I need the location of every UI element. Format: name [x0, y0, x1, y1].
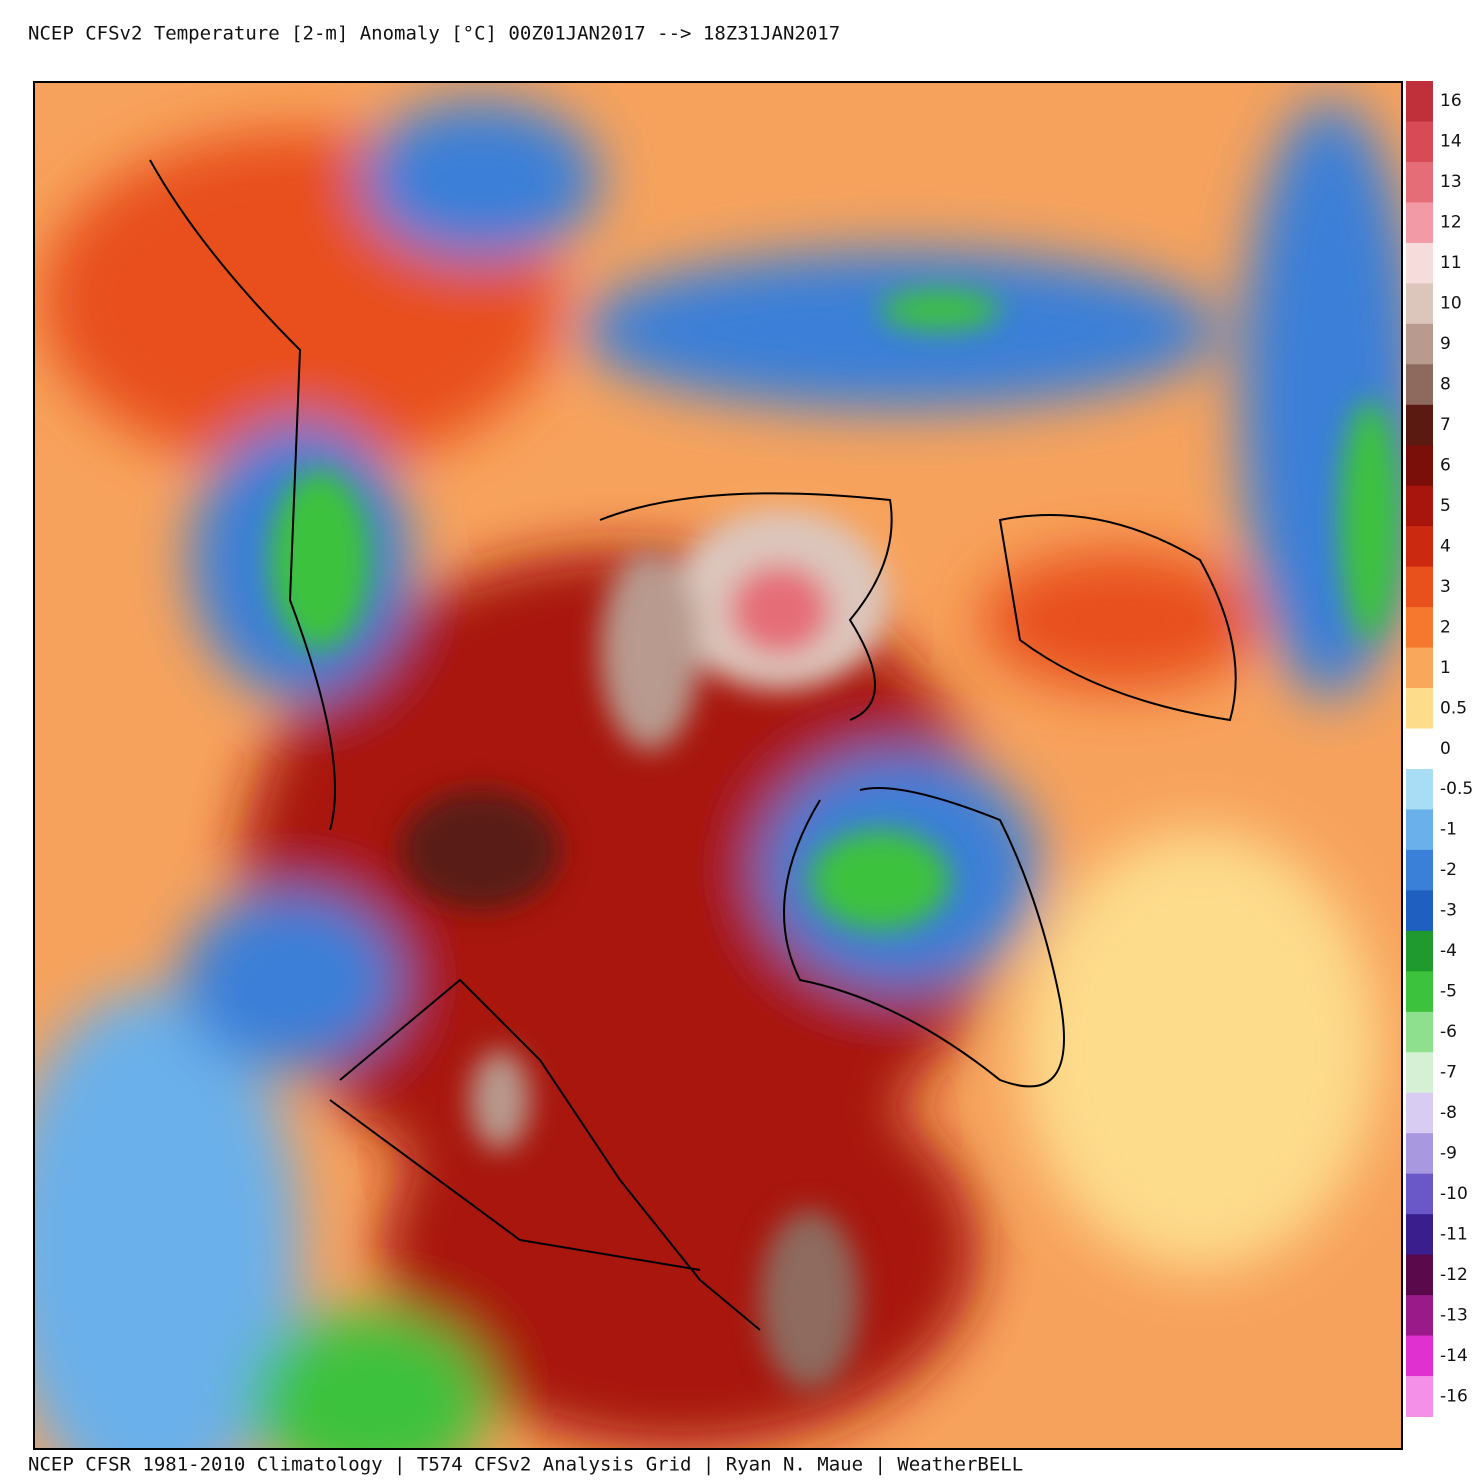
colorbar-segment [1406, 930, 1433, 972]
colorbar-segment [1406, 890, 1433, 932]
anomaly-map [34, 82, 1402, 1449]
colorbar-label: -12 [1440, 1265, 1468, 1285]
colorbar-label: -0.5 [1440, 779, 1473, 799]
colorbar-segment [1406, 1214, 1433, 1256]
colorbar-label: -4 [1440, 941, 1457, 961]
colorbar-segment [1406, 526, 1433, 568]
colorbar-segment [1406, 283, 1433, 325]
colorbar: 16 14 13 12 11 10 9 8 7 6 5 4 3 2 1 0.5 0 -0.5 -1 -2 -3 -4 -5 -… [1406, 81, 1473, 1418]
colorbar-label: 14 [1440, 132, 1462, 152]
colorbar-label: -11 [1440, 1224, 1468, 1244]
title: NCEP CFSv2 Temperature [2-m] Anomaly [°C… [28, 23, 840, 45]
colorbar-segment [1406, 728, 1433, 770]
colorbar-segment [1406, 202, 1433, 244]
colorbar-label: -14 [1440, 1346, 1468, 1366]
colorbar-label: -8 [1440, 1103, 1457, 1123]
colorbar-segment [1406, 1052, 1433, 1094]
colorbar-label: 0.5 [1440, 698, 1467, 718]
colorbar-segment [1406, 768, 1433, 810]
colorbar-label: -13 [1440, 1305, 1468, 1325]
colorbar-label: 7 [1440, 415, 1451, 435]
colorbar-segment [1406, 688, 1433, 730]
colorbar-label: 6 [1440, 455, 1451, 475]
footer: NCEP CFSR 1981-2010 Climatology | T574 C… [28, 1454, 1023, 1476]
colorbar-label: -9 [1440, 1143, 1457, 1163]
colorbar-segment [1406, 161, 1433, 203]
colorbar-label: -10 [1440, 1184, 1468, 1204]
colorbar-segment [1406, 121, 1433, 163]
colorbar-segment [1406, 1376, 1433, 1418]
colorbar-segment [1406, 607, 1433, 649]
colorbar-segment [1406, 445, 1433, 487]
colorbar-label: 13 [1440, 172, 1462, 192]
colorbar-label: 4 [1440, 536, 1451, 556]
colorbar-label: -7 [1440, 1063, 1457, 1083]
colorbar-segment [1406, 809, 1433, 851]
colorbar-label: 2 [1440, 617, 1451, 637]
colorbar-segment [1406, 404, 1433, 446]
map-frame [33, 81, 1403, 1450]
colorbar-label: 11 [1440, 253, 1462, 273]
colorbar-label: 8 [1440, 375, 1451, 395]
colorbar-segment [1406, 1335, 1433, 1377]
colorbar-segment [1406, 364, 1433, 406]
colorbar-segment [1406, 1173, 1433, 1215]
colorbar-segment [1406, 81, 1433, 122]
colorbar-segment [1406, 1092, 1433, 1134]
colorbar-label: 12 [1440, 213, 1462, 233]
colorbar-segment [1406, 971, 1433, 1013]
colorbar-segment [1406, 849, 1433, 891]
colorbar-label: 3 [1440, 577, 1451, 597]
coastlines [149, 159, 1237, 1331]
colorbar-segment [1406, 647, 1433, 689]
colorbar-segment [1406, 1011, 1433, 1053]
colorbar-label: 1 [1440, 658, 1451, 678]
colorbar-label: -1 [1440, 820, 1457, 840]
colorbar-segment [1406, 485, 1433, 527]
colorbar-label: -2 [1440, 860, 1457, 880]
colorbar-segment [1406, 566, 1433, 608]
colorbar-label: -3 [1440, 901, 1457, 921]
colorbar-segment [1406, 1295, 1433, 1337]
colorbar-label: 16 [1440, 91, 1462, 111]
colorbar-label: -6 [1440, 1022, 1457, 1042]
colorbar-label: 9 [1440, 334, 1451, 354]
colorbar-segment [1406, 323, 1433, 365]
colorbar-label: 5 [1440, 496, 1451, 516]
colorbar-label: -5 [1440, 982, 1457, 1002]
colorbar-label: 0 [1440, 739, 1451, 759]
colorbar-label: 10 [1440, 294, 1462, 314]
colorbar-label: -16 [1440, 1386, 1468, 1406]
colorbar-segment [1406, 1133, 1433, 1175]
colorbar-segment [1406, 1254, 1433, 1296]
colorbar-segment [1406, 242, 1433, 284]
